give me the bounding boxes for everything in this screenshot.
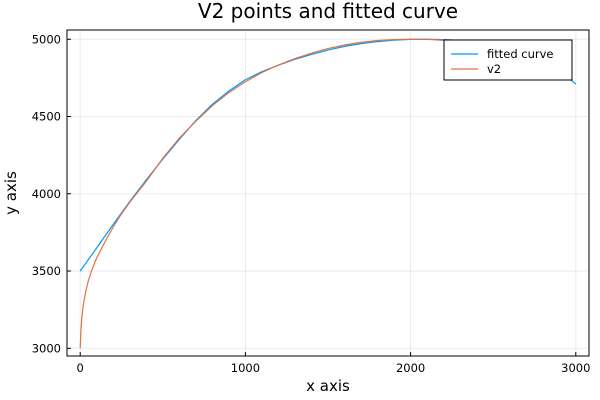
- x-tick-label: 2000: [396, 361, 425, 375]
- plot-frame: [66, 29, 590, 357]
- y-tick-label: 4500: [32, 110, 61, 124]
- legend-label-v2: v2: [487, 62, 501, 76]
- y-tick-label: 4000: [32, 187, 61, 201]
- grid: [67, 30, 589, 356]
- x-tick-label: 0: [77, 361, 84, 375]
- x-tick-label: 3000: [561, 361, 590, 375]
- x-tick-label: 1000: [231, 361, 260, 375]
- x-axis-label: x axis: [306, 377, 350, 395]
- series-line-v2: [79, 38, 452, 349]
- legend: fitted curve v2: [443, 39, 573, 81]
- ticks: 0 1000 2000 3000 3000 3500 4000 4500 5000: [32, 32, 591, 375]
- y-tick-label: 3500: [32, 264, 61, 278]
- chart-title: V2 points and fitted curve: [198, 0, 458, 23]
- y-tick-label: 5000: [32, 32, 61, 46]
- legend-box: [443, 39, 573, 81]
- legend-label-fitted-curve: fitted curve: [487, 47, 554, 61]
- y-tick-label: 3000: [32, 341, 61, 355]
- y-axis-label: y axis: [2, 171, 20, 215]
